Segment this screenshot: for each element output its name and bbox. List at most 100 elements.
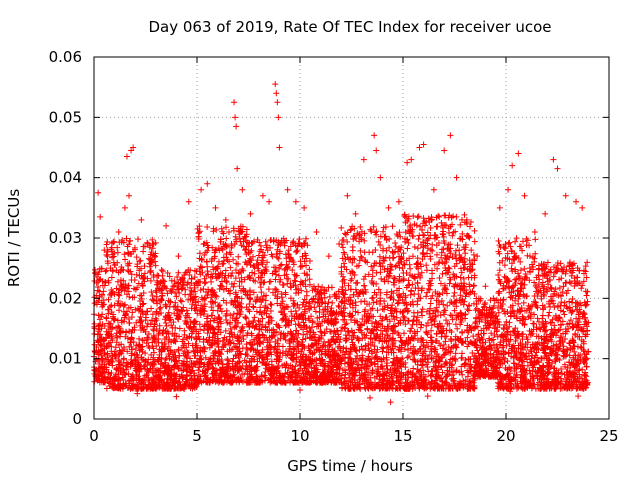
data-point <box>178 298 185 305</box>
data-point <box>434 223 441 230</box>
data-point <box>490 336 497 343</box>
data-point <box>292 321 299 328</box>
data-point <box>187 291 194 298</box>
data-point <box>210 228 217 235</box>
data-point <box>210 377 217 384</box>
data-point <box>196 355 203 362</box>
data-point <box>176 333 183 340</box>
data-point <box>98 325 105 332</box>
data-point <box>201 295 208 302</box>
data-point <box>299 336 306 343</box>
data-point <box>107 291 114 298</box>
data-point <box>268 317 275 324</box>
data-point <box>218 372 225 379</box>
data-point <box>278 308 285 315</box>
data-point <box>239 265 246 272</box>
data-point <box>243 304 250 311</box>
data-point <box>152 262 159 269</box>
data-point <box>197 326 204 333</box>
data-point <box>95 323 102 330</box>
data-point <box>202 279 209 286</box>
data-point <box>170 319 177 326</box>
data-point <box>427 256 434 263</box>
data-point <box>172 358 179 365</box>
data-point <box>187 267 194 274</box>
data-point <box>94 337 101 344</box>
data-point <box>103 267 110 274</box>
data-point <box>138 318 145 325</box>
data-point <box>141 270 148 277</box>
data-point <box>443 333 450 340</box>
data-point <box>329 299 336 306</box>
data-point <box>176 314 183 321</box>
data-point <box>211 368 218 375</box>
data-point <box>180 336 187 343</box>
data-point <box>293 248 300 255</box>
data-point <box>306 276 313 283</box>
data-point <box>150 252 157 259</box>
data-point <box>203 258 210 265</box>
data-point <box>262 297 269 304</box>
data-points <box>91 81 592 406</box>
data-point <box>357 224 364 231</box>
data-point <box>130 285 137 292</box>
data-point <box>454 325 461 332</box>
data-point <box>99 303 106 310</box>
data-point <box>116 375 123 382</box>
data-point <box>436 274 443 281</box>
data-point <box>212 292 219 299</box>
data-point <box>223 279 230 286</box>
data-point <box>172 303 179 310</box>
data-point <box>164 368 171 375</box>
data-point <box>304 272 311 279</box>
data-point <box>207 274 214 281</box>
data-point <box>265 286 272 293</box>
data-point <box>149 245 156 252</box>
data-point <box>184 335 191 342</box>
data-point <box>196 363 203 370</box>
data-point <box>212 333 219 340</box>
data-point <box>239 228 246 235</box>
data-point <box>138 385 145 392</box>
data-point <box>161 385 168 392</box>
data-point <box>183 376 190 383</box>
data-point <box>121 370 128 377</box>
data-point <box>171 357 178 364</box>
data-point <box>266 278 273 285</box>
data-point <box>160 380 167 387</box>
data-point <box>164 270 171 277</box>
data-point <box>210 365 217 372</box>
data-point <box>214 265 221 272</box>
data-point <box>250 304 257 311</box>
data-point <box>107 339 114 346</box>
data-point <box>435 260 442 267</box>
data-point <box>204 247 211 254</box>
data-point <box>104 351 111 358</box>
data-point <box>206 361 213 368</box>
data-point <box>293 247 300 254</box>
data-point <box>243 231 250 238</box>
data-point <box>159 292 166 299</box>
data-point <box>247 249 254 256</box>
data-point <box>297 278 304 285</box>
data-point <box>275 255 282 262</box>
data-point <box>470 251 477 258</box>
data-point <box>292 363 299 370</box>
data-point <box>99 291 106 298</box>
data-point <box>105 320 112 327</box>
data-point <box>171 282 178 289</box>
data-point <box>219 337 226 344</box>
data-point <box>197 287 204 294</box>
data-point <box>200 377 207 384</box>
data-point <box>210 300 217 307</box>
data-point <box>211 253 218 260</box>
data-point <box>96 268 103 275</box>
data-point <box>124 348 131 355</box>
data-point <box>201 322 208 329</box>
data-point <box>138 292 145 299</box>
data-point <box>120 344 127 351</box>
data-point <box>451 289 458 296</box>
data-point <box>239 363 246 370</box>
data-point <box>423 262 430 269</box>
data-point <box>149 236 156 243</box>
